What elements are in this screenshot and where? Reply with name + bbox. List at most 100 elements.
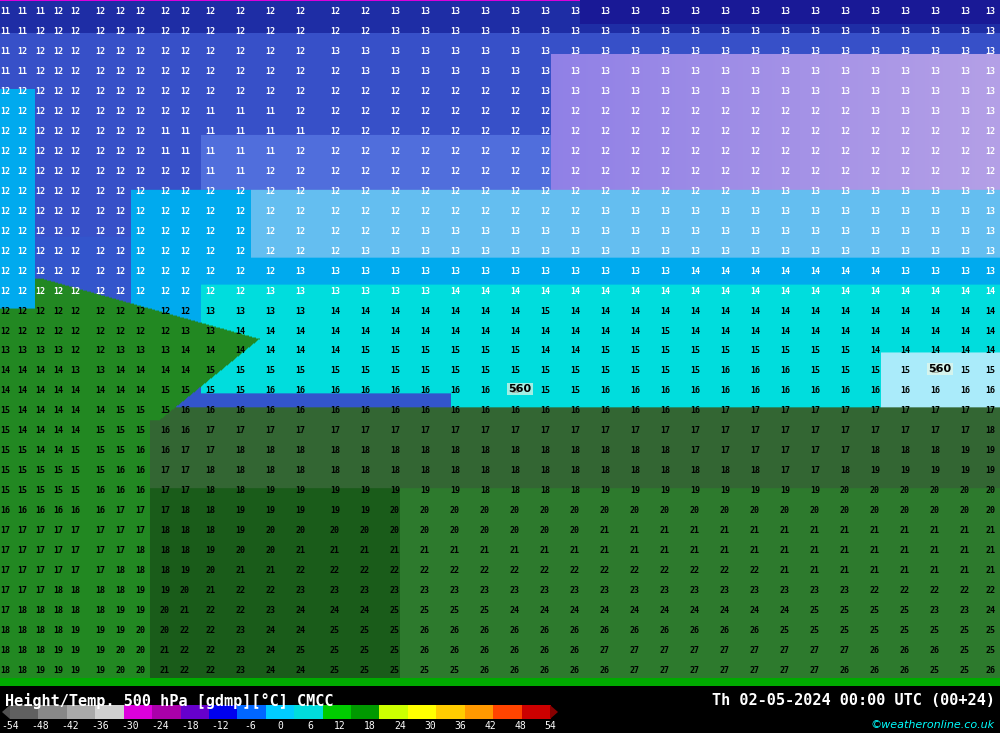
Text: 26: 26 <box>420 626 430 635</box>
Text: 17: 17 <box>17 566 27 575</box>
Text: 13: 13 <box>870 67 880 76</box>
Text: 20: 20 <box>690 506 700 515</box>
Text: 15: 15 <box>660 326 670 336</box>
Text: 21: 21 <box>900 566 910 575</box>
Text: 19: 19 <box>750 486 760 495</box>
Text: 16: 16 <box>160 427 170 435</box>
Text: 20: 20 <box>480 506 490 515</box>
Text: 12: 12 <box>295 7 305 16</box>
Text: 14: 14 <box>985 306 995 316</box>
Text: 12: 12 <box>295 67 305 76</box>
Text: 16: 16 <box>35 506 45 515</box>
Text: 13: 13 <box>540 27 550 37</box>
Text: 13: 13 <box>360 48 370 56</box>
Text: 24: 24 <box>360 605 370 615</box>
Text: 20: 20 <box>420 506 430 515</box>
Text: 14: 14 <box>690 287 700 295</box>
Polygon shape <box>550 705 558 719</box>
Text: 22: 22 <box>900 586 910 594</box>
Text: 13: 13 <box>810 7 820 16</box>
Text: 12: 12 <box>265 247 275 256</box>
Text: 13: 13 <box>660 67 670 76</box>
Text: 23: 23 <box>570 586 580 594</box>
Text: 12: 12 <box>450 107 460 116</box>
Text: 12: 12 <box>0 167 10 176</box>
Text: 17: 17 <box>600 427 610 435</box>
Text: 14: 14 <box>690 326 700 336</box>
Text: 24: 24 <box>295 605 305 615</box>
Text: 13: 13 <box>420 247 430 256</box>
Text: 17: 17 <box>265 427 275 435</box>
Text: 12: 12 <box>780 147 790 156</box>
Text: 13: 13 <box>450 247 460 256</box>
Text: 12: 12 <box>295 107 305 116</box>
Text: 14: 14 <box>95 386 105 395</box>
Text: 12: 12 <box>70 287 80 295</box>
Text: 17: 17 <box>960 427 970 435</box>
Text: 12: 12 <box>115 147 125 156</box>
Text: 23: 23 <box>390 586 400 594</box>
Text: 14: 14 <box>295 347 305 356</box>
Text: 12: 12 <box>70 147 80 156</box>
Text: 12: 12 <box>630 147 640 156</box>
Text: 21: 21 <box>205 586 215 594</box>
Text: 23: 23 <box>960 605 970 615</box>
Text: 13: 13 <box>960 27 970 37</box>
Text: 12: 12 <box>135 127 145 136</box>
Text: 16: 16 <box>450 406 460 416</box>
Text: 21: 21 <box>810 546 820 555</box>
Text: 12: 12 <box>930 167 940 176</box>
Text: 21: 21 <box>870 566 880 575</box>
Text: 21: 21 <box>450 546 460 555</box>
Text: 13: 13 <box>360 267 370 276</box>
Text: 19: 19 <box>420 486 430 495</box>
Text: 12: 12 <box>35 207 45 216</box>
Bar <box>408 705 437 719</box>
Text: 12: 12 <box>295 167 305 176</box>
Text: 17: 17 <box>450 427 460 435</box>
Text: 14: 14 <box>205 347 215 356</box>
Text: 12: 12 <box>750 167 760 176</box>
Text: 12: 12 <box>70 48 80 56</box>
Text: 14: 14 <box>570 306 580 316</box>
Text: 24: 24 <box>295 626 305 635</box>
Text: 12: 12 <box>160 167 170 176</box>
Text: 18: 18 <box>0 626 10 635</box>
Text: 12: 12 <box>35 326 45 336</box>
Text: 12: 12 <box>810 147 820 156</box>
Text: 12: 12 <box>330 7 340 16</box>
Text: 25: 25 <box>810 626 820 635</box>
Text: 12: 12 <box>180 247 190 256</box>
Text: 18: 18 <box>135 546 145 555</box>
Text: 13: 13 <box>690 207 700 216</box>
Text: 13: 13 <box>660 7 670 16</box>
Text: 25: 25 <box>450 666 460 674</box>
Text: 13: 13 <box>930 247 940 256</box>
Text: 17: 17 <box>115 546 125 555</box>
Text: 21: 21 <box>930 526 940 535</box>
Text: 20: 20 <box>180 586 190 594</box>
Text: 12: 12 <box>180 167 190 176</box>
Text: 12: 12 <box>135 167 145 176</box>
Text: 17: 17 <box>180 446 190 455</box>
Text: 13: 13 <box>840 226 850 236</box>
Text: 12: 12 <box>265 48 275 56</box>
Text: 13: 13 <box>630 267 640 276</box>
Text: 18: 18 <box>450 466 460 475</box>
Text: 12: 12 <box>17 187 27 196</box>
Text: 12: 12 <box>17 147 27 156</box>
Text: 12: 12 <box>630 127 640 136</box>
Text: 15: 15 <box>95 427 105 435</box>
Text: 11: 11 <box>17 7 27 16</box>
Text: 14: 14 <box>780 306 790 316</box>
Text: 25: 25 <box>870 626 880 635</box>
Text: 14: 14 <box>840 287 850 295</box>
Text: 13: 13 <box>450 226 460 236</box>
Text: 23: 23 <box>660 586 670 594</box>
Text: 13: 13 <box>330 287 340 295</box>
Text: 25: 25 <box>840 626 850 635</box>
Text: 12: 12 <box>600 167 610 176</box>
Text: 13: 13 <box>780 48 790 56</box>
Text: 26: 26 <box>870 646 880 655</box>
Text: 18: 18 <box>265 466 275 475</box>
